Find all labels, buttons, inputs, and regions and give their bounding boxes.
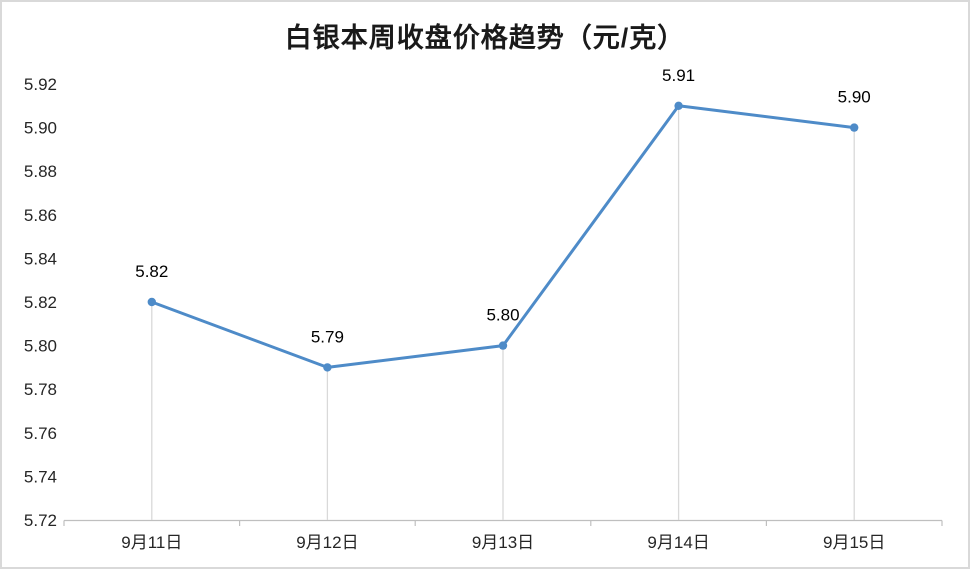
y-axis-tick-label: 5.80 xyxy=(24,337,57,356)
y-axis-tick-label: 5.72 xyxy=(24,511,57,530)
y-axis-tick-label: 5.86 xyxy=(24,206,57,225)
data-point-marker xyxy=(674,101,683,111)
y-axis-tick-label: 5.92 xyxy=(24,75,57,94)
y-axis-tick-label: 5.88 xyxy=(24,162,57,181)
series-line xyxy=(150,104,856,369)
y-axis-tick-label: 5.90 xyxy=(24,119,57,138)
data-point-label: 5.79 xyxy=(311,327,344,346)
data-point-marker xyxy=(498,341,508,350)
x-axis-label: 9月12日 xyxy=(296,533,358,552)
y-axis-tick-label: 5.74 xyxy=(24,467,57,486)
y-axis-tick-label: 5.78 xyxy=(24,380,57,399)
x-axis-label: 9月14日 xyxy=(647,533,709,552)
data-point-label: 5.90 xyxy=(838,88,871,107)
chart-title: 白银本周收盘价格趋势（元/克） xyxy=(284,23,686,53)
data-point-marker xyxy=(147,297,156,307)
x-axis-label: 9月15日 xyxy=(823,533,885,552)
x-axis-label: 9月13日 xyxy=(472,533,534,552)
data-point-label: 5.82 xyxy=(135,262,168,281)
data-point-label: 5.91 xyxy=(662,66,695,85)
y-axis-tick-label: 5.84 xyxy=(24,249,57,268)
data-point-marker xyxy=(323,363,332,372)
data-point-marker xyxy=(850,123,859,132)
y-axis-tick-label: 5.76 xyxy=(24,424,57,443)
y-axis-tick-label: 5.82 xyxy=(24,293,57,312)
data-point-label: 5.80 xyxy=(486,306,519,325)
x-axis-label: 9月11日 xyxy=(121,533,182,552)
